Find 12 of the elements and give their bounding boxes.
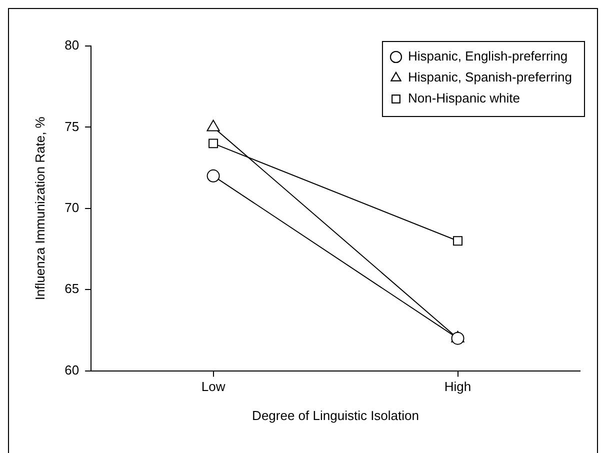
y-tick-label: 75 [64,118,80,134]
x-axis-title: Degree of Linguistic Isolation [252,408,419,423]
legend-label: Hispanic, Spanish-preferring [408,70,572,85]
legend-label: Non-Hispanic white [408,90,520,106]
y-tick-label: 70 [64,200,80,215]
legend-label: Hispanic, English-preferring [408,48,568,64]
x-tick-label: Low [201,379,226,394]
y-axis-title: Influenza Immunization Rate, % [32,116,48,300]
y-tick-label: 60 [64,362,80,378]
x-tick-label: High [444,379,472,394]
y-tick-label: 80 [64,38,80,53]
y-tick-label: 65 [64,281,80,296]
